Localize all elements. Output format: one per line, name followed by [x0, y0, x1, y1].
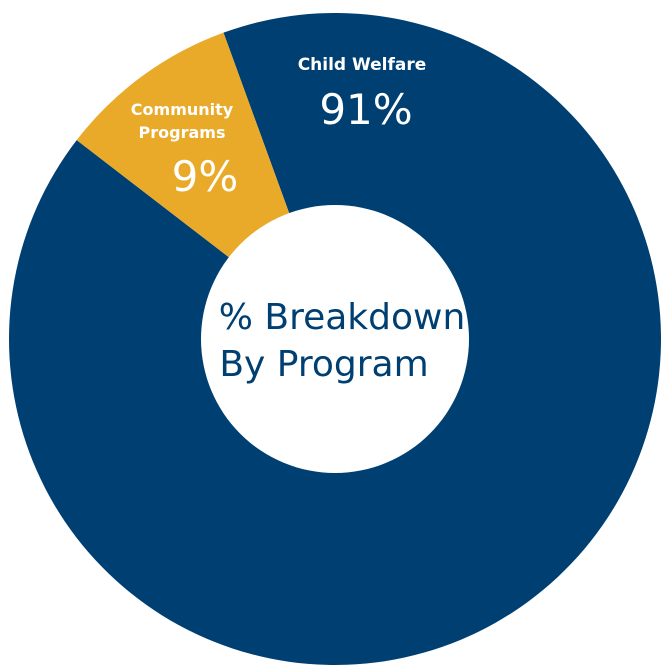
chart-title: % Breakdown By Program — [219, 297, 466, 385]
slice-value-child-welfare: 91% — [319, 85, 412, 134]
chart-title-line-2: By Program — [219, 344, 428, 385]
donut-hole — [201, 205, 469, 473]
slice-label-child-welfare: Child Welfare — [298, 55, 427, 75]
slice-label-community-programs-line-2: Programs — [139, 123, 226, 142]
slice-value-community-programs: 9% — [172, 152, 239, 201]
slice-labels: Child Welfare 91% Community Programs 9% — [131, 55, 427, 201]
chart-title-line-1: % Breakdown — [219, 297, 466, 338]
slice-label-community-programs-line-1: Community — [131, 100, 234, 119]
